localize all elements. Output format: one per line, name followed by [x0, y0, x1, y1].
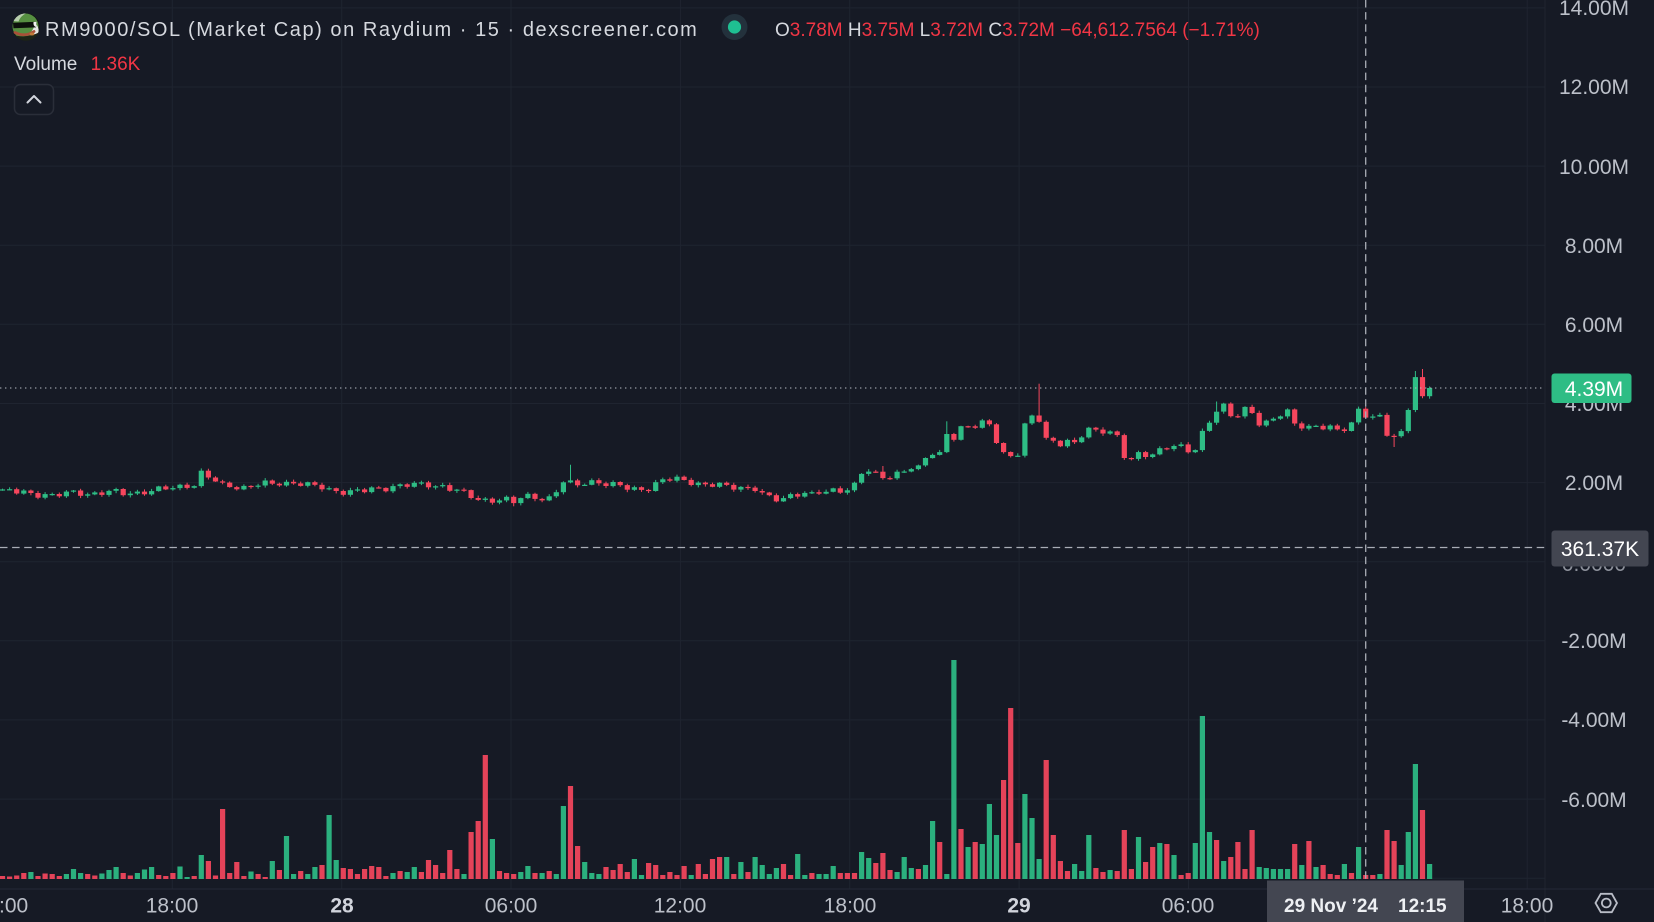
svg-text:12:15: 12:15 [1398, 896, 1447, 917]
svg-text:8.00M: 8.00M [1565, 235, 1623, 258]
svg-text:O3.78M H3.75M L3.72M C3.72M −6: O3.78M H3.75M L3.72M C3.72M −64,612.7564… [775, 20, 1260, 41]
svg-text:29 Nov ’24: 29 Nov ’24 [1284, 896, 1378, 917]
svg-text:-4.00M: -4.00M [1561, 709, 1626, 732]
svg-text:14.00M: 14.00M [1559, 0, 1629, 20]
svg-text:361.37K: 361.37K [1561, 538, 1639, 561]
svg-text:12.00M: 12.00M [1559, 76, 1629, 99]
svg-text:06:00: 06:00 [485, 895, 538, 918]
svg-text:12:00: 12:00 [654, 895, 707, 918]
svg-text:28: 28 [330, 895, 354, 918]
svg-text:6.00M: 6.00M [1565, 314, 1623, 337]
svg-text:Volume 1.36K: Volume 1.36K [14, 54, 141, 75]
svg-text:4.39M: 4.39M [1565, 378, 1623, 401]
svg-text:-6.00M: -6.00M [1561, 789, 1626, 812]
svg-text:29: 29 [1007, 895, 1030, 918]
svg-text:10.00M: 10.00M [1559, 156, 1629, 179]
svg-text::00: :00 [0, 895, 28, 918]
svg-text:18:00: 18:00 [146, 895, 199, 918]
svg-text:-2.00M: -2.00M [1561, 630, 1626, 653]
svg-text:18:00: 18:00 [1501, 895, 1554, 918]
svg-text:RM9000/SOL (Market Cap) on Ray: RM9000/SOL (Market Cap) on Raydium · 15 … [45, 19, 698, 41]
svg-text:2.00M: 2.00M [1565, 472, 1623, 495]
svg-text:06:00: 06:00 [1162, 895, 1215, 918]
svg-text:18:00: 18:00 [824, 895, 877, 918]
